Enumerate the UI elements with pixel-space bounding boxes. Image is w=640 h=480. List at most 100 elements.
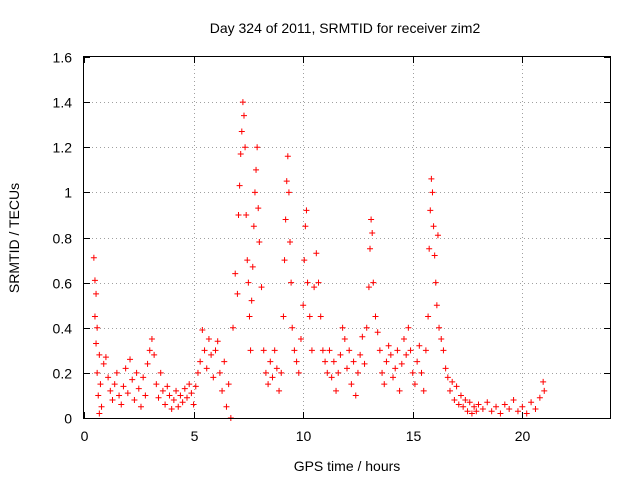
data-point bbox=[242, 144, 249, 151]
data-point bbox=[422, 347, 429, 354]
data-point bbox=[301, 257, 308, 264]
data-point bbox=[164, 383, 171, 390]
data-point bbox=[365, 284, 372, 291]
data-point bbox=[256, 239, 263, 246]
data-point bbox=[381, 381, 388, 388]
data-point bbox=[254, 144, 261, 151]
axis-ticks bbox=[84, 57, 610, 419]
data-point bbox=[137, 403, 144, 410]
data-point bbox=[359, 333, 366, 340]
data-point bbox=[335, 369, 342, 376]
data-point bbox=[510, 396, 517, 403]
data-point bbox=[528, 399, 535, 406]
data-point bbox=[289, 324, 296, 331]
data-point bbox=[341, 336, 348, 343]
data-point bbox=[475, 401, 482, 408]
data-point bbox=[295, 369, 302, 376]
data-point bbox=[449, 378, 456, 385]
data-point bbox=[420, 387, 427, 394]
data-point bbox=[100, 360, 107, 367]
data-point bbox=[428, 175, 435, 182]
data-point bbox=[506, 405, 513, 412]
data-point bbox=[339, 324, 346, 331]
data-point bbox=[313, 250, 320, 257]
data-point bbox=[462, 396, 469, 403]
data-point bbox=[177, 392, 184, 399]
data-point bbox=[438, 336, 445, 343]
data-point bbox=[179, 399, 186, 406]
y-tick-label: 1.4 bbox=[53, 95, 73, 111]
tick-labels: 0 0.2 0.4 0.6 0.8 1 1.2 1.4 1.6 0 5 10 15 20 bbox=[53, 50, 531, 445]
data-point bbox=[418, 369, 425, 376]
data-point bbox=[210, 374, 217, 381]
data-point bbox=[97, 381, 104, 388]
data-point bbox=[425, 313, 432, 320]
y-axis-label: SRMTID / TECUs bbox=[6, 183, 22, 293]
data-point bbox=[300, 302, 307, 309]
data-point bbox=[532, 405, 539, 412]
data-point bbox=[440, 347, 447, 354]
data-point bbox=[95, 392, 102, 399]
data-point bbox=[127, 356, 134, 363]
data-point bbox=[122, 365, 129, 372]
data-point bbox=[368, 216, 375, 223]
y-tick-label: 0.8 bbox=[53, 231, 73, 247]
data-point bbox=[379, 369, 386, 376]
data-point bbox=[523, 410, 530, 417]
data-point bbox=[429, 189, 436, 196]
data-point bbox=[216, 369, 223, 376]
data-point bbox=[433, 302, 440, 309]
data-point bbox=[113, 369, 120, 376]
data-point bbox=[432, 279, 439, 286]
data-point bbox=[96, 410, 103, 417]
chart-title: Day 324 of 2011, SRMTID for receiver zim… bbox=[210, 20, 481, 36]
data-point bbox=[232, 270, 239, 277]
data-point bbox=[153, 381, 160, 388]
data-point bbox=[403, 351, 410, 358]
data-point bbox=[258, 284, 265, 291]
data-point bbox=[287, 239, 294, 246]
data-point bbox=[278, 369, 285, 376]
data-point bbox=[111, 381, 118, 388]
data-point bbox=[536, 394, 543, 401]
data-point bbox=[400, 336, 407, 343]
data-point bbox=[225, 381, 232, 388]
data-point bbox=[199, 327, 206, 334]
x-tick-label: 0 bbox=[81, 428, 89, 444]
data-point bbox=[405, 324, 412, 331]
data-point bbox=[186, 381, 193, 388]
data-point bbox=[346, 347, 353, 354]
data-point bbox=[251, 189, 258, 196]
data-point bbox=[426, 245, 433, 252]
data-point bbox=[297, 336, 304, 343]
x-tick-label: 10 bbox=[296, 428, 312, 444]
data-point bbox=[173, 387, 180, 394]
data-point bbox=[262, 369, 269, 376]
data-point bbox=[444, 374, 451, 381]
data-point bbox=[370, 279, 377, 286]
data-point bbox=[479, 405, 486, 412]
data-point bbox=[372, 313, 379, 320]
data-point bbox=[151, 351, 158, 358]
data-point bbox=[166, 392, 173, 399]
data-points bbox=[90, 99, 548, 421]
data-point bbox=[357, 351, 364, 358]
data-point bbox=[197, 358, 204, 365]
data-point bbox=[434, 232, 441, 239]
data-point bbox=[98, 403, 105, 410]
data-point bbox=[447, 387, 454, 394]
data-point bbox=[267, 358, 274, 365]
data-point bbox=[244, 257, 251, 264]
data-point bbox=[190, 401, 197, 408]
data-point bbox=[131, 396, 138, 403]
data-point bbox=[383, 358, 390, 365]
data-point bbox=[245, 279, 252, 286]
data-point bbox=[519, 403, 526, 410]
data-point bbox=[235, 211, 242, 218]
data-point bbox=[352, 392, 359, 399]
data-point bbox=[414, 358, 421, 365]
data-point bbox=[488, 408, 495, 415]
data-point bbox=[208, 351, 215, 358]
data-point bbox=[416, 342, 423, 349]
